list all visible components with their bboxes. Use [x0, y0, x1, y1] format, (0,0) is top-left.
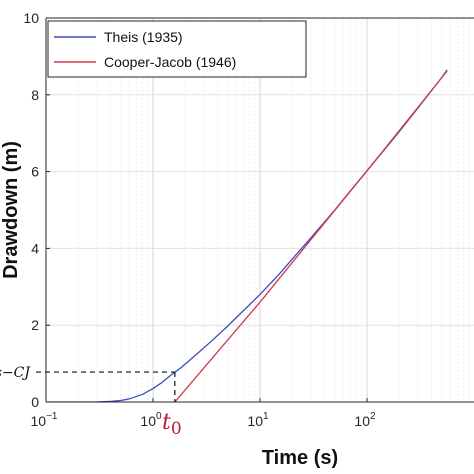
- legend: Theis (1935) Cooper-Jacob (1946): [47, 20, 307, 78]
- y-tick-label: 10: [23, 10, 39, 26]
- annotation-layer: s−CJ t0: [0, 365, 182, 439]
- y-tick-label: 0: [31, 394, 39, 410]
- legend-label-cooper-jacob: Cooper-Jacob (1946): [104, 54, 236, 70]
- y-axis-label: Drawdown (m): [0, 141, 22, 279]
- annotation-t0: t0: [162, 410, 182, 439]
- y-tick-label: 6: [31, 164, 39, 180]
- x-tick-label: 100: [140, 411, 162, 429]
- grid-lines: [45, 17, 474, 403]
- legend-label-theis: Theis (1935): [104, 29, 183, 45]
- x-tick-label: 101: [247, 411, 269, 429]
- y-tick-label: 4: [31, 240, 39, 256]
- x-tick-label: 102: [354, 411, 376, 429]
- y-tick-labels: 0 2 4 6 8 10: [23, 10, 50, 410]
- x-axis-label: Time (s): [262, 447, 338, 469]
- legend-box: [47, 20, 307, 78]
- series-layer: [46, 69, 448, 402]
- series-line-cooper-jacob: [174, 70, 448, 402]
- y-tick-label: 2: [31, 317, 39, 333]
- y-tick-label: 8: [31, 87, 39, 103]
- x-tick-labels: 10−1 100 101 102: [31, 398, 376, 429]
- x-tick-label: 10−1: [31, 411, 58, 429]
- annotation-s-cj: s−CJ: [0, 365, 31, 381]
